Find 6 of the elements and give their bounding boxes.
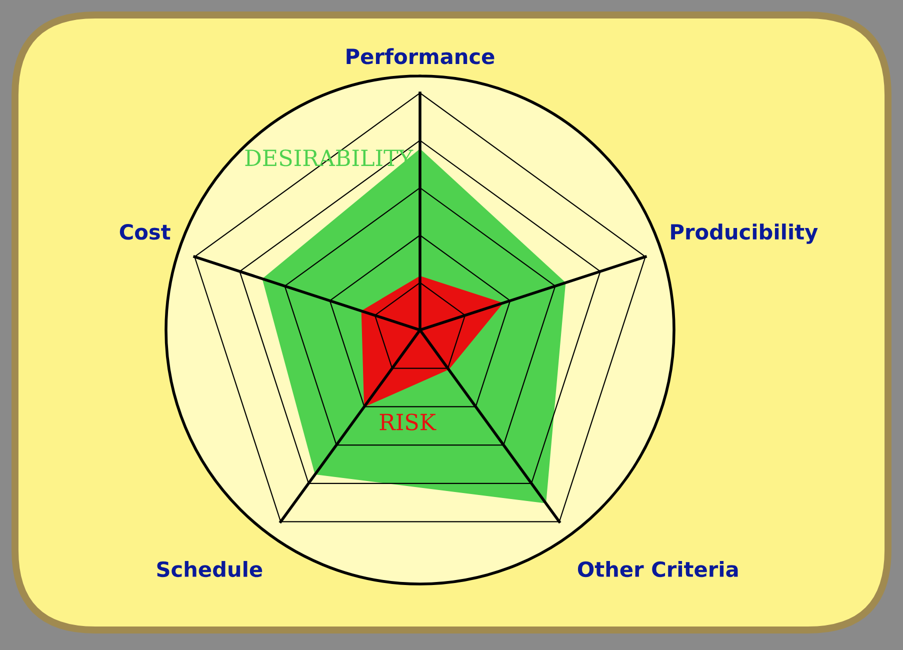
spoke-label: Performance	[346, 48, 494, 64]
spoke-label: Producibility	[671, 224, 818, 244]
spoke-label: Other Criteria	[578, 560, 738, 578]
series-label: RISK	[380, 414, 436, 430]
spoke-label: Schedule	[157, 560, 262, 578]
spoke-label: Cost	[120, 224, 170, 240]
